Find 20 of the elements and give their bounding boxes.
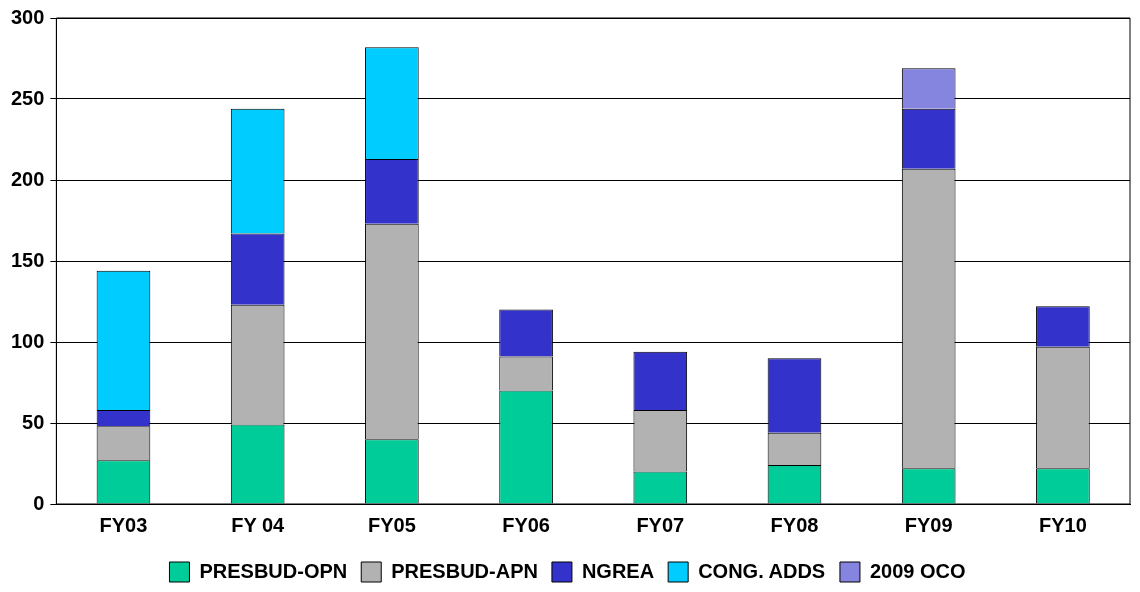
legend-label: 2009 OCO	[869, 559, 966, 582]
y-tick-label: 100	[10, 329, 45, 352]
y-tick-label: 300	[10, 5, 45, 28]
x-tick-label: FY03	[99, 513, 148, 536]
x-tick-label: FY09	[904, 513, 953, 536]
x-tick-label: FY06	[502, 513, 550, 536]
y-tick-label: 150	[10, 248, 45, 271]
legend-label: CONG. ADDS	[698, 559, 826, 582]
x-tick-label: FY07	[636, 513, 685, 536]
x-tick-label: FY10	[1038, 513, 1087, 536]
legend-label: PRESBUD-APN	[391, 559, 538, 582]
x-tick-label: FY05	[367, 513, 416, 536]
y-tick-label: 250	[10, 86, 45, 109]
y-tick-label: 200	[10, 167, 45, 190]
legend-label: NGREA	[581, 559, 655, 582]
x-tick-label: FY 04	[231, 513, 286, 536]
x-tick-label: FY08	[770, 513, 819, 536]
legend-label: PRESBUD-OPN	[199, 559, 348, 582]
y-tick-label: 50	[22, 410, 45, 433]
y-tick-label: 0	[33, 491, 45, 514]
